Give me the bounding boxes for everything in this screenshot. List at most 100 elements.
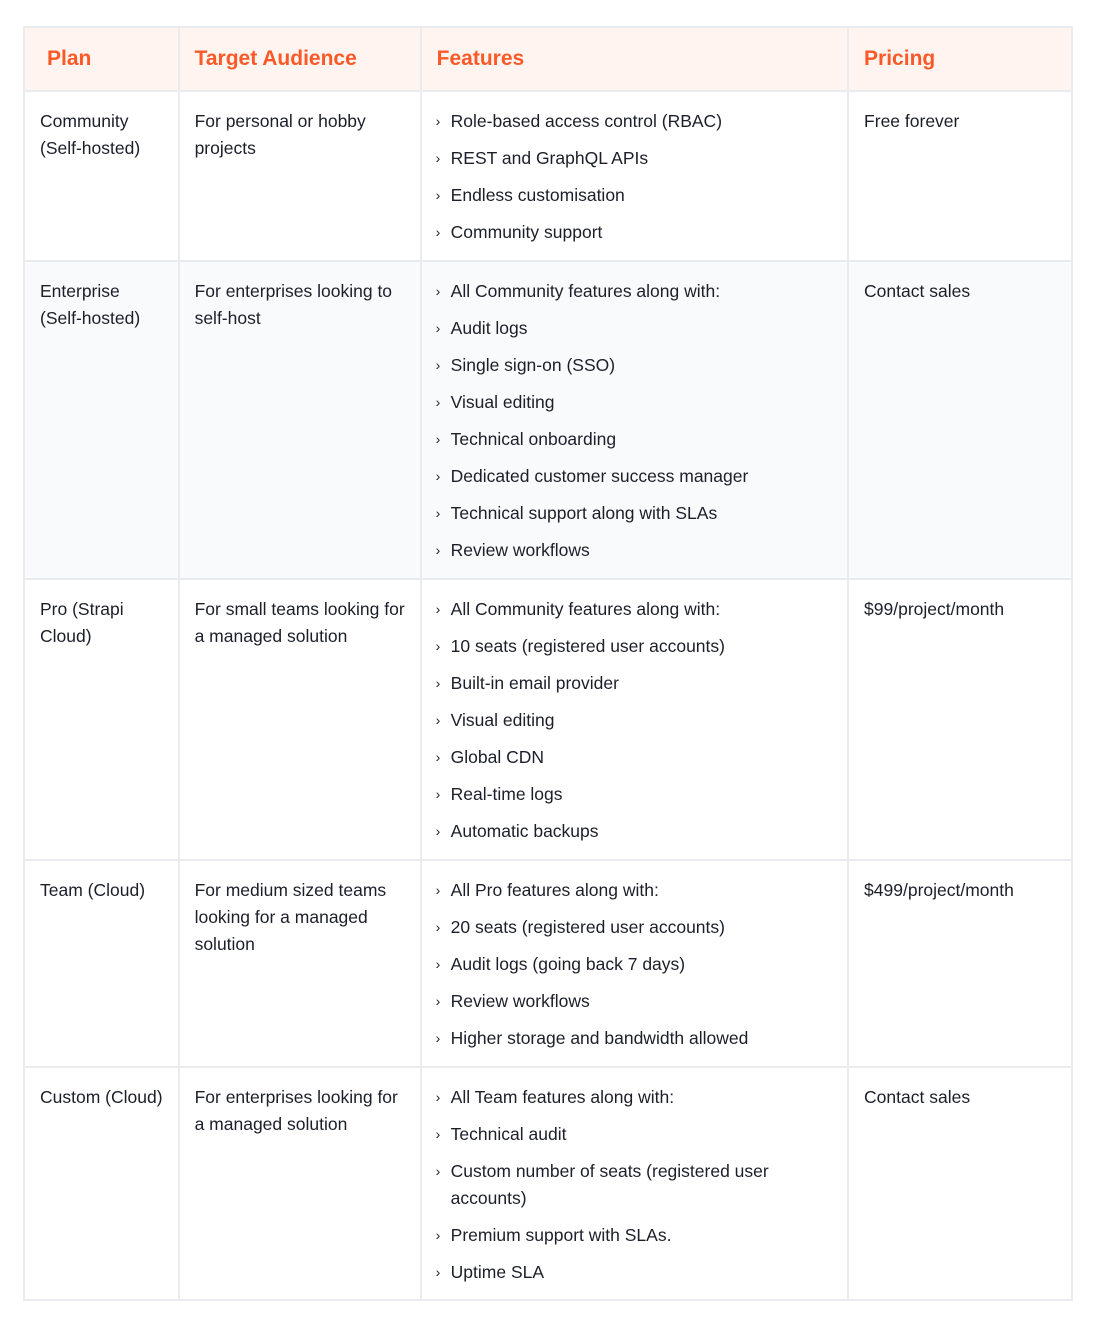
chevron-right-icon: › [435, 357, 441, 373]
header-row: Plan Target Audience Features Pricing [23, 26, 1073, 92]
chevron-right-icon: › [435, 1227, 441, 1243]
feature-item: › 10 seats (registered user accounts) [435, 633, 833, 660]
feature-text: Uptime SLA [450, 1262, 545, 1282]
feature-item: › Custom number of seats (registered user… [435, 1158, 833, 1212]
feature-text: Endless customisation [450, 185, 625, 205]
feature-text: Community support [450, 222, 603, 242]
feature-text: Review workflows [450, 540, 590, 560]
chevron-right-icon: › [435, 675, 441, 691]
plan-cell: Community (Self-hosted) [23, 90, 180, 262]
feature-text: REST and GraphQL APIs [450, 148, 649, 168]
pricing-cell: Contact sales [847, 1066, 1073, 1301]
chevron-right-icon: › [435, 113, 441, 129]
feature-item: › Real-time logs [435, 781, 833, 808]
header-plan: Plan [23, 26, 180, 92]
chevron-right-icon: › [435, 919, 441, 935]
feature-item: › Visual editing [435, 389, 833, 416]
feature-item: › All Pro features along with: [435, 877, 833, 904]
chevron-right-icon: › [435, 749, 441, 765]
feature-text: Dedicated customer success manager [450, 466, 749, 486]
chevron-right-icon: › [435, 786, 441, 802]
feature-text: All Community features along with: [450, 281, 721, 301]
feature-list: › All Team features along with: › Technical… [435, 1084, 833, 1286]
feature-text: All Team features along with: [450, 1087, 675, 1107]
feature-item: › Role-based access control (RBAC) [435, 108, 833, 135]
chevron-right-icon: › [435, 601, 441, 617]
features-cell: › All Community features along with: › Audi… [419, 260, 850, 580]
feature-item: › All Community features along with: [435, 596, 833, 623]
feature-text: Technical support along with SLAs [450, 503, 718, 523]
chevron-right-icon: › [435, 224, 441, 240]
feature-text: Real-time logs [450, 784, 563, 804]
feature-item: › Endless customisation [435, 182, 833, 209]
audience-cell: For medium sized teams looking for a man… [177, 859, 422, 1068]
feature-item: › Dedicated customer success manager [435, 463, 833, 490]
plan-cell: Team (Cloud) [23, 859, 180, 1068]
pricing-cell: $499/project/month [847, 859, 1073, 1068]
feature-item: › Single sign-on (SSO) [435, 352, 833, 379]
feature-item: › All Team features along with: [436, 1084, 833, 1111]
header-pricing: Pricing [847, 26, 1073, 92]
feature-list: › All Pro features along with: › 20 seats (… [435, 877, 833, 1052]
feature-item: › Premium support with SLAs. [435, 1222, 833, 1249]
feature-text: Audit logs (going back 7 days) [450, 954, 686, 974]
audience-cell: For enterprises looking for a managed so… [177, 1066, 422, 1301]
audience-cell: For enterprises looking to self-host [177, 260, 422, 580]
feature-item: › Technical audit [435, 1121, 833, 1148]
chevron-right-icon: › [435, 431, 441, 447]
feature-text: Role-based access control (RBAC) [450, 111, 723, 131]
feature-item: › Review workflows [436, 988, 833, 1015]
header-features: Features [419, 26, 850, 92]
feature-item: › Technical onboarding [435, 426, 833, 453]
feature-item: › All Community features along with: [436, 278, 833, 305]
chevron-right-icon: › [435, 542, 441, 558]
features-cell: › All Pro features along with: › 20 seats (… [419, 859, 850, 1068]
chevron-right-icon: › [435, 468, 441, 484]
feature-text: All Community features along with: [450, 599, 721, 619]
feature-item: › Visual editing [435, 707, 833, 734]
chevron-right-icon: › [435, 956, 441, 972]
feature-text: Premium support with SLAs. [450, 1225, 672, 1245]
feature-item: › Technical support along with SLAs [436, 500, 833, 527]
feature-item: › Review workflows [435, 537, 833, 564]
features-cell: › All Community features along with: › 10 s… [419, 578, 850, 861]
chevron-right-icon: › [435, 150, 441, 166]
feature-item: › Audit logs (going back 7 days) [435, 951, 833, 978]
features-cell: › All Team features along with: › Technical… [419, 1066, 850, 1301]
chevron-right-icon: › [435, 882, 441, 898]
header-target-audience: Target Audience [177, 26, 422, 92]
chevron-right-icon: › [435, 712, 441, 728]
chevron-right-icon: › [435, 394, 441, 410]
pricing-cell: Free forever [847, 90, 1073, 262]
feature-text: Review workflows [450, 991, 590, 1011]
chevron-right-icon: › [435, 187, 441, 203]
feature-text: Built-in email provider [450, 673, 619, 693]
feature-text: All Pro features along with: [450, 880, 659, 900]
feature-text: Technical audit [450, 1124, 567, 1144]
plan-cell: Custom (Cloud) [23, 1066, 180, 1301]
feature-item: › Built-in email provider [435, 670, 833, 697]
feature-list: › Role-based access control (RBAC) › REST a… [435, 108, 833, 246]
feature-text: 10 seats (registered user accounts) [450, 636, 725, 656]
feature-item: › Global CDN [435, 744, 833, 771]
chevron-right-icon: › [435, 638, 441, 654]
audience-cell: For personal or hobby projects [177, 90, 422, 262]
feature-item: › Audit logs [436, 315, 833, 342]
chevron-right-icon: › [435, 1126, 441, 1142]
feature-item: › REST and GraphQL APIs [435, 145, 833, 172]
features-cell: › Role-based access control (RBAC) › REST a… [419, 90, 850, 262]
feature-text: Custom number of seats (registered user … [450, 1161, 769, 1208]
feature-list: › All Community features along with: › 10 s… [435, 596, 833, 845]
feature-item: › Uptime SLA [435, 1259, 833, 1286]
feature-text: 20 seats (registered user accounts) [450, 917, 725, 937]
feature-item: › 20 seats (registered user accounts) [435, 914, 833, 941]
chevron-right-icon: › [435, 1264, 441, 1280]
feature-text: Higher storage and bandwidth allowed [450, 1028, 749, 1048]
table-row: Team (Cloud) For medium sized teams looki… [23, 859, 1073, 1068]
feature-text: Technical onboarding [450, 429, 617, 449]
chevron-right-icon: › [435, 823, 441, 839]
pricing-cell: Contact sales [847, 260, 1073, 580]
feature-text: Automatic backups [450, 821, 599, 841]
chevron-right-icon: › [435, 1163, 441, 1179]
feature-text: Single sign-on (SSO) [450, 355, 616, 375]
